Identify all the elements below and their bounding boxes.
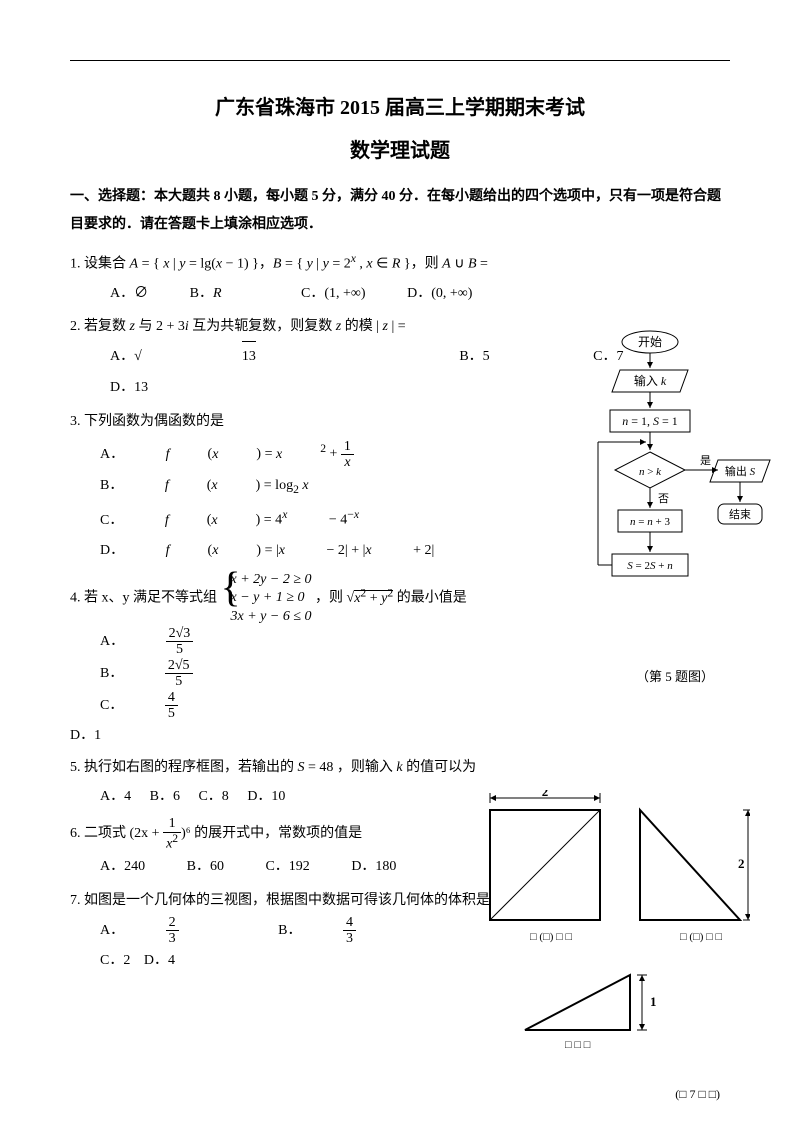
q1-stem: 1. 设集合 A = { x | y = lg(x − 1) }，B = { y…: [70, 247, 730, 279]
q7-stem: 7. 如图是一个几何体的三视图，根据图中数据可得该几何体的体积是: [70, 887, 490, 915]
q3-options: A． f(x) = x2 + 1x B． f(x) = log2 x C． f(…: [70, 436, 490, 567]
q3-optD: D． f(x) = |x − 2| + |x + 2|: [100, 536, 434, 567]
three-views: 2 □ (□) □ □ 2 □ (□) □ □ 1 □ □ □: [470, 790, 750, 1070]
q3-stem: 3. 下列函数为偶函数的是: [70, 408, 490, 436]
q4-optB: B． 2√55: [100, 658, 269, 690]
q6: 6. 二项式 (2x + 1x2)⁶ 的展开式中，常数项的值是 A．240 B．…: [70, 816, 490, 882]
q1-optD: D．(0, +∞): [407, 279, 472, 310]
q7: 7. 如图是一个几何体的三视图，根据图中数据可得该几何体的体积是 A． 23 B…: [70, 887, 490, 978]
svg-text:否: 否: [658, 493, 669, 505]
q7-optD: D．4: [144, 946, 175, 977]
svg-text:2: 2: [738, 856, 745, 871]
q4: 4. 若 x、y 满足不等式组 { x + 2y − 2 ≥ 0 x − y +…: [70, 571, 530, 749]
q1: 1. 设集合 A = { x | y = lg(x − 1) }，B = { y…: [70, 247, 730, 309]
q1-optC: C．(1, +∞): [301, 279, 366, 310]
title-line2: 数学理试题: [70, 134, 730, 163]
q5: 5. 执行如右图的程序框图，若输出的 S = 48 ，则输入 k 的值可以为 A…: [70, 754, 490, 813]
q3-optA: A． f(x) = x2 + 1x: [100, 436, 430, 470]
title-line1: 广东省珠海市 2015 届高三上学期期末考试: [70, 91, 730, 120]
q4-optD: D．1: [70, 722, 530, 750]
q3-optB: B． f(x) = log2 x: [100, 471, 347, 502]
svg-text:输出 S: 输出 S: [725, 464, 756, 478]
flowchart: 开始 输入 k n = 1, S = 1 n > k 是 输出 S 结束 否: [590, 330, 760, 685]
q5-optB: B．6: [150, 782, 180, 813]
q1-optB: B．R: [190, 279, 260, 310]
q6-options: A．240 B．60 C．192 D．180: [70, 852, 490, 883]
q1-options: A．∅ B．R C．(1, +∞) D．(0, +∞): [70, 279, 730, 310]
q5-options: A．4 B．6 C．8 D．10: [70, 782, 490, 813]
q2-optB: B．5: [459, 342, 489, 373]
q7-optB: B． 43: [278, 915, 432, 947]
q5-stem: 5. 执行如右图的程序框图，若输出的 S = 48 ，则输入 k 的值可以为: [70, 754, 490, 782]
svg-text:结束: 结束: [729, 508, 751, 521]
q6-optC: C．192: [265, 852, 309, 883]
q5-optD: D．10: [247, 782, 285, 813]
top-view-label: □ □ □: [565, 1039, 591, 1051]
q4-options: A． 2√35 B． 2√55 C． 45: [70, 626, 530, 722]
flow-start: 开始: [638, 335, 662, 349]
top-rule: [70, 60, 730, 61]
svg-text:n = 1, S = 1: n = 1, S = 1: [622, 414, 678, 428]
page: 广东省珠海市 2015 届高三上学期期末考试 数学理试题 一、选择题：本大题共 …: [0, 0, 800, 1132]
q6-optA: A．240: [100, 852, 145, 883]
side-view-label: □ (□) □ □: [680, 931, 723, 943]
svg-text:S = 2S + n: S = 2S + n: [627, 560, 673, 572]
q7-options: A． 23 B． 43 C．2 D．4: [70, 915, 490, 978]
q7-optA: A． 23: [100, 915, 255, 947]
q3-optC: C． f(x) = 4x − 4−x: [100, 502, 397, 536]
svg-text:输入 k: 输入 k: [634, 373, 667, 388]
q4-optA: A． 2√35: [100, 626, 269, 658]
q4-optC: C． 45: [100, 690, 254, 722]
flowchart-caption: （第 5 题图）: [590, 666, 760, 685]
q6-stem: 6. 二项式 (2x + 1x2)⁶ 的展开式中，常数项的值是: [70, 816, 490, 851]
q4-stem: 4. 若 x、y 满足不等式组 { x + 2y − 2 ≥ 0 x − y +…: [70, 571, 530, 626]
q1-optA: A．∅: [110, 279, 148, 310]
three-views-svg: 2 □ (□) □ □ 2 □ (□) □ □ 1 □ □ □: [470, 790, 750, 1070]
q5-optC: C．8: [198, 782, 228, 813]
q6-optD: D．180: [351, 852, 396, 883]
svg-text:n = n + 3: n = n + 3: [630, 516, 670, 528]
flowchart-svg: 开始 输入 k n = 1, S = 1 n > k 是 输出 S 结束 否: [590, 330, 775, 660]
svg-text:是: 是: [700, 454, 711, 467]
q5-optA: A．4: [100, 782, 131, 813]
q2-optA: A．√13: [110, 341, 356, 373]
svg-text:n > k: n > k: [639, 466, 662, 478]
q3: 3. 下列函数为偶函数的是 A． f(x) = x2 + 1x B． f(x) …: [70, 408, 490, 567]
q2-optD: D．13: [110, 373, 148, 404]
front-view-label: □ (□) □ □: [530, 931, 573, 943]
q6-optB: B．60: [187, 852, 224, 883]
svg-text:2: 2: [542, 790, 549, 799]
footer: (□ 7 □ □): [675, 1087, 720, 1102]
svg-text:1: 1: [650, 994, 657, 1009]
q7-optC: C．2: [100, 946, 130, 977]
section-instructions: 一、选择题：本大题共 8 小题，每小题 5 分，满分 40 分．在每小题给出的四…: [70, 183, 730, 239]
